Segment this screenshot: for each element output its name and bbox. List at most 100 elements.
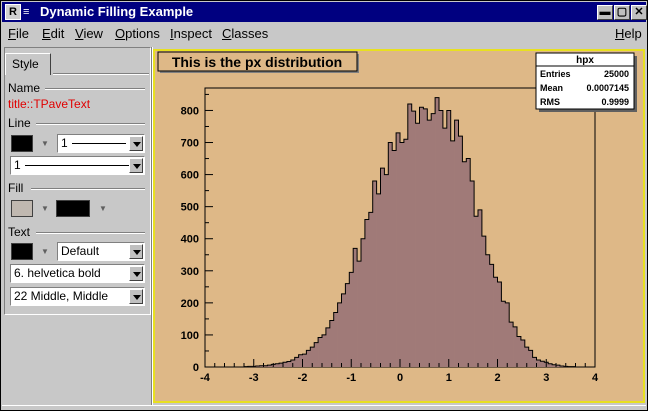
title-bar[interactable]: R ≡ Dynamic Filling Example ▬ ▢ ✕ (2, 2, 647, 22)
histogram-bin (419, 107, 424, 368)
fill-color-swatch[interactable] (11, 200, 33, 217)
menu-edit[interactable]: Edit (42, 26, 65, 41)
menu-classes[interactable]: Classes (222, 26, 269, 41)
histogram-bin (454, 120, 459, 367)
x-axis: -4 -3 -2 -1 0 1 2 3 4 (200, 359, 599, 384)
menu-view[interactable]: View (75, 26, 103, 41)
chevron-down-icon[interactable] (129, 266, 143, 281)
histogram-bin (325, 327, 331, 367)
histogram-bin (267, 365, 272, 367)
histogram-bin (485, 254, 490, 367)
text-color-swatch[interactable] (11, 243, 33, 260)
histogram-bin (364, 219, 370, 367)
tab-style[interactable]: Style (5, 53, 51, 75)
histogram-bin (411, 111, 416, 367)
histogram-bin (368, 212, 373, 367)
histogram-bin (302, 354, 307, 367)
histogram-bin (536, 359, 541, 367)
histogram-bin (345, 283, 350, 367)
histogram-bin (505, 302, 510, 367)
histogram-bin (540, 361, 545, 367)
text-size-value: Default (61, 244, 100, 258)
menu-help[interactable]: Help (615, 26, 642, 41)
fill-pattern-swatch[interactable] (56, 200, 90, 217)
histogram-bin (478, 209, 483, 367)
histogram-bin (435, 97, 440, 367)
x-tick-label: -4 (200, 372, 211, 384)
text-color-dropdown-icon[interactable]: ▼ (41, 247, 49, 256)
close-icon[interactable]: ✕ (631, 5, 647, 20)
histogram-bars (205, 97, 595, 368)
text-size-select[interactable]: Default (57, 242, 145, 261)
chevron-down-icon[interactable] (129, 289, 143, 304)
histogram-bin (333, 312, 338, 367)
histogram-bin (493, 277, 498, 367)
histogram-bin (376, 193, 381, 367)
font-select[interactable]: 6. helvetica bold (10, 264, 145, 283)
name-label: Name (8, 81, 41, 95)
title-box[interactable] (157, 51, 358, 72)
menu-inspect[interactable]: Inspect (170, 26, 212, 41)
histogram-bin (318, 337, 323, 367)
line-divider (36, 123, 145, 125)
histogram-bin (341, 293, 346, 367)
root-icon[interactable]: R (5, 4, 21, 20)
histogram-bin (306, 350, 311, 367)
alignment-value: 22 Middle, Middle (14, 289, 109, 303)
x-tick-label: 4 (592, 372, 599, 384)
line-label: Line (8, 116, 31, 130)
line-style-value: 1 (14, 158, 21, 172)
histogram-bin (275, 363, 280, 367)
histogram-bin (509, 322, 514, 367)
y-tick-label: 0 (193, 362, 199, 374)
histogram-bin (481, 236, 487, 367)
fill-color-dropdown-icon[interactable]: ▼ (41, 204, 49, 213)
y-tick-label: 300 (181, 266, 199, 278)
line-width-select[interactable]: 1 (57, 134, 145, 153)
object-name-value: title::TPaveText (8, 97, 91, 111)
font-value: 6. helvetica bold (14, 266, 101, 280)
line-color-swatch[interactable] (11, 135, 33, 152)
stats-entries-label: Entries (540, 69, 571, 79)
chevron-down-icon[interactable] (129, 158, 143, 173)
histogram-bin (462, 161, 467, 367)
y-tick-label: 800 (181, 105, 199, 117)
histogram-bin (407, 104, 412, 367)
histogram-bin (396, 132, 401, 367)
window-title: Dynamic Filling Example (40, 4, 194, 19)
menu-file[interactable]: File (8, 26, 29, 41)
histogram-bin (458, 136, 463, 367)
histogram-bin (513, 326, 518, 367)
alignment-select[interactable]: 22 Middle, Middle (10, 287, 145, 306)
maximize-icon[interactable]: ▢ (614, 5, 630, 20)
histogram-bin (403, 139, 409, 367)
y-axis: 0 100 200 300 400 500 600 700 800 (181, 93, 213, 374)
chevron-down-icon[interactable] (129, 244, 143, 259)
panel-splitter[interactable] (151, 47, 153, 405)
line-color-dropdown-icon[interactable]: ▼ (41, 139, 49, 148)
histogram-bin (357, 261, 362, 367)
histogram-bin (314, 342, 319, 367)
histogram-bin (450, 140, 455, 367)
histogram-canvas[interactable]: 0 100 200 300 400 500 600 700 800 -4 -3 -2 -1 0 1 2 3 4 … (155, 51, 643, 401)
histogram-bin (442, 128, 448, 367)
window-menu-icon[interactable]: ≡ (23, 6, 30, 18)
tab-divider (53, 73, 149, 75)
histogram-outline (205, 97, 595, 368)
histogram-bin (283, 362, 288, 367)
histogram-bin (439, 110, 444, 367)
histogram-bin (372, 181, 377, 367)
histogram-bin (349, 272, 354, 367)
histogram-bin (259, 365, 264, 367)
stats-name: hpx (576, 55, 594, 66)
fill-pattern-dropdown-icon[interactable]: ▼ (99, 204, 107, 213)
chevron-down-icon[interactable] (129, 136, 143, 151)
minimize-icon[interactable]: ▬ (597, 5, 613, 20)
menu-options[interactable]: Options (115, 26, 160, 41)
histogram-bin (279, 363, 284, 367)
x-tick-label: -2 (298, 372, 308, 384)
stats-box[interactable] (535, 52, 635, 110)
line-style-select[interactable]: 1 (10, 156, 145, 175)
histogram-bin (431, 113, 436, 367)
